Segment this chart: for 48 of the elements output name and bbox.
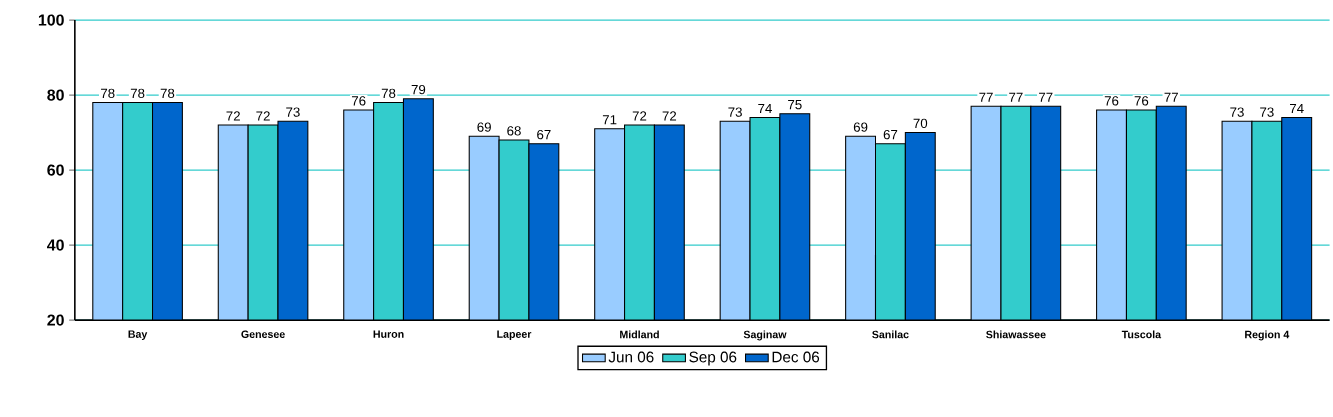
- data-label: 72: [632, 111, 647, 121]
- x-tick-label: Shiawassee: [986, 330, 1046, 339]
- x-tick-label: Genesee: [241, 330, 285, 339]
- data-label: 79: [411, 84, 426, 95]
- y-tick-label: 60: [47, 164, 64, 176]
- data-label: 76: [351, 96, 366, 106]
- data-label: 77: [1164, 92, 1178, 102]
- data-label: 69: [853, 122, 868, 132]
- data-label: 72: [662, 111, 677, 121]
- x-tick-label: Lapeer: [497, 330, 532, 341]
- legend-label: Sep 06: [689, 351, 737, 366]
- data-label: 76: [1104, 96, 1119, 106]
- data-label: 77: [979, 92, 993, 102]
- x-tick-label: Region 4: [1245, 330, 1290, 341]
- x-tick-label: Midland: [620, 330, 659, 339]
- legend-label: Dec 06: [772, 351, 820, 363]
- data-label: 73: [286, 107, 300, 117]
- y-tick-label: 80: [47, 89, 64, 101]
- y-tick-label: 100: [38, 14, 64, 26]
- data-label: 69: [477, 122, 491, 132]
- legend-label: Jun 06: [608, 351, 654, 363]
- x-tick-label: Bay: [128, 330, 148, 341]
- data-label: 74: [758, 103, 772, 114]
- data-label: 78: [101, 88, 115, 99]
- data-label: 67: [883, 129, 898, 140]
- data-label: 73: [1260, 107, 1274, 117]
- data-label: 77: [1039, 92, 1053, 102]
- data-label: 78: [381, 88, 396, 99]
- y-tick-label: 40: [47, 239, 64, 251]
- y-tick-label: 20: [47, 314, 64, 326]
- data-label: 77: [1009, 92, 1023, 102]
- data-label: 68: [507, 126, 521, 136]
- data-label: 73: [1230, 107, 1244, 117]
- data-label: 78: [130, 88, 145, 99]
- data-label: 74: [1290, 103, 1304, 114]
- data-label: 72: [256, 111, 270, 121]
- data-label: 72: [226, 111, 240, 121]
- data-label: 73: [728, 107, 742, 117]
- data-label: 70: [913, 118, 928, 129]
- x-tick-label: Huron: [373, 330, 404, 338]
- data-label: 75: [788, 100, 802, 110]
- data-label: 76: [1134, 96, 1149, 106]
- data-label: 71: [602, 115, 617, 125]
- x-tick-label: Saginaw: [743, 330, 787, 341]
- x-tick-label: Tuscola: [1121, 330, 1162, 339]
- x-tick-label: Sanilac: [872, 330, 909, 339]
- data-label: 78: [160, 88, 175, 99]
- data-label: 67: [537, 129, 551, 140]
